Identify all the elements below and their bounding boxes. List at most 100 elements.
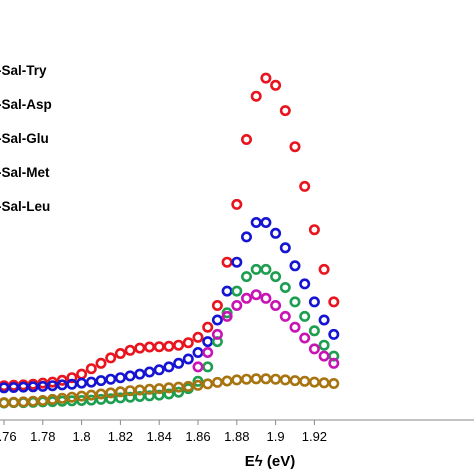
data-point <box>270 227 282 239</box>
legend-entry: -Sal-Asp <box>0 97 52 112</box>
data-point <box>27 395 39 407</box>
data-point <box>231 374 243 386</box>
data-point <box>318 377 330 389</box>
data-point <box>260 263 272 275</box>
data-point <box>114 347 126 359</box>
data-point <box>299 332 311 344</box>
data-point <box>105 393 117 405</box>
data-point <box>211 314 223 326</box>
legend-entry: -Sal-Glu <box>0 131 49 146</box>
data-point <box>124 344 136 356</box>
data-point <box>221 256 233 268</box>
data-point <box>279 374 291 386</box>
data-point <box>270 299 282 311</box>
data-point <box>279 310 291 322</box>
data-point <box>85 376 97 388</box>
data-point <box>95 393 107 405</box>
data-point <box>56 392 68 404</box>
data-point <box>56 379 68 391</box>
data-point <box>114 392 126 404</box>
data-point <box>105 352 117 364</box>
data-point <box>241 134 253 146</box>
x-tick-label: 1.78 <box>30 429 55 444</box>
data-point <box>202 321 214 333</box>
data-point <box>8 396 20 408</box>
data-point <box>279 242 291 254</box>
data-point <box>85 363 97 375</box>
series-sal-met <box>192 289 340 373</box>
data-point <box>144 383 156 395</box>
data-point <box>279 105 291 117</box>
data-point <box>173 386 185 398</box>
data-point <box>85 389 97 401</box>
data-point <box>66 378 78 390</box>
data-point <box>192 331 204 343</box>
data-point <box>144 390 156 402</box>
data-point <box>308 224 320 236</box>
legend-entry: -Sal-Try <box>0 63 47 78</box>
data-point <box>182 337 194 349</box>
x-tick-label: 1.86 <box>185 429 210 444</box>
x-tick-label: 1.92 <box>302 429 327 444</box>
data-point <box>66 395 78 407</box>
data-point <box>308 343 320 355</box>
data-point <box>182 380 194 392</box>
data-point <box>134 390 146 402</box>
data-point <box>134 368 146 380</box>
data-point <box>241 231 253 243</box>
x-tick-label: 1.76 <box>0 429 17 444</box>
x-tick-label: 1.84 <box>147 429 172 444</box>
data-point <box>328 377 340 389</box>
data-point <box>211 376 223 388</box>
data-point <box>114 386 126 398</box>
data-point <box>289 321 301 333</box>
data-point <box>17 381 29 393</box>
data-point <box>8 381 20 393</box>
x-axis-title: Eϟ (eV) <box>245 453 295 470</box>
data-point <box>124 391 136 403</box>
data-point <box>260 292 272 304</box>
data-point <box>211 328 223 340</box>
data-point <box>134 384 146 396</box>
data-point <box>270 271 282 283</box>
data-point <box>270 373 282 385</box>
series-sal-try <box>0 72 340 392</box>
x-tick-label: 1.9 <box>267 429 285 444</box>
x-tick-label: 1.82 <box>108 429 133 444</box>
data-point <box>173 357 185 369</box>
data-point <box>105 373 117 385</box>
data-point <box>153 364 165 376</box>
data-point <box>153 341 165 353</box>
data-point <box>76 368 88 380</box>
data-point <box>202 378 214 390</box>
data-point <box>328 296 340 308</box>
data-point <box>318 263 330 275</box>
legend-entry: -Sal-Met <box>0 165 50 180</box>
data-point <box>318 350 330 362</box>
data-point <box>46 376 58 388</box>
data-point <box>328 357 340 369</box>
data-point <box>202 346 214 358</box>
data-point <box>153 389 165 401</box>
data-point <box>221 310 233 322</box>
data-point <box>221 307 233 319</box>
data-point <box>241 373 253 385</box>
data-point <box>163 388 175 400</box>
x-tick-label: 1.8 <box>73 429 91 444</box>
data-point <box>182 353 194 365</box>
data-point <box>173 339 185 351</box>
data-point <box>124 385 136 397</box>
data-point <box>95 375 107 387</box>
data-point <box>66 391 78 403</box>
x-tick-label: 1.88 <box>224 429 249 444</box>
data-point <box>163 361 175 373</box>
data-point <box>241 292 253 304</box>
data-point <box>0 382 10 394</box>
data-point <box>289 141 301 153</box>
data-point <box>95 357 107 369</box>
data-point <box>76 394 88 406</box>
data-point <box>144 366 156 378</box>
data-point <box>76 377 88 389</box>
data-point <box>192 361 204 373</box>
data-point <box>318 314 330 326</box>
